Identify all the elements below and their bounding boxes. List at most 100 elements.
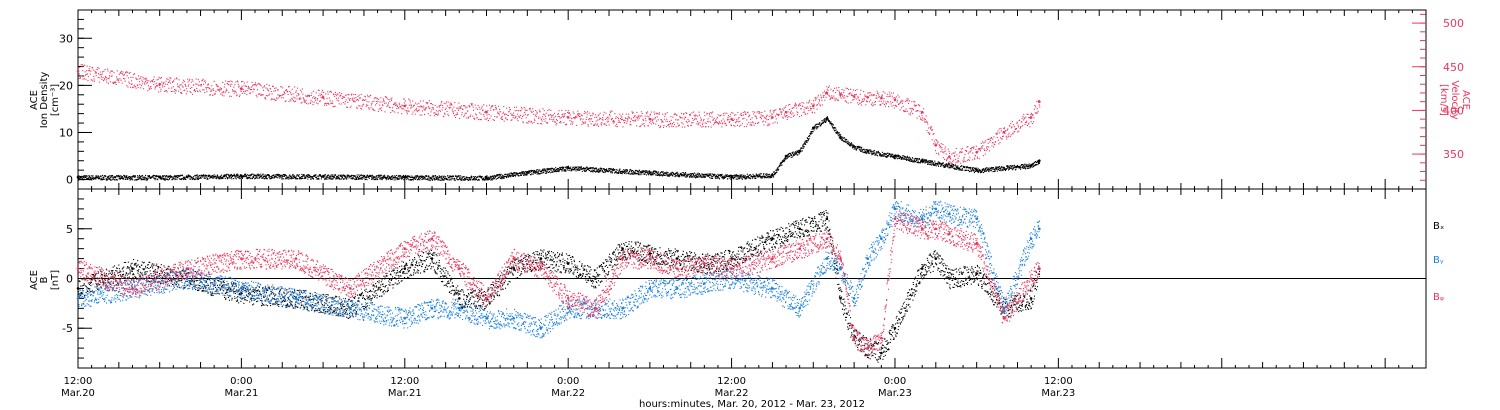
velocity-sample xyxy=(415,109,417,111)
velocity-sample xyxy=(484,111,486,113)
density-sample xyxy=(382,175,384,177)
density-sample xyxy=(754,175,756,177)
density-sample xyxy=(997,168,999,170)
density-sample xyxy=(487,179,489,181)
density-sample xyxy=(316,176,318,178)
density-sample xyxy=(870,149,872,151)
density-sample xyxy=(102,178,104,180)
velocity-sample xyxy=(515,115,517,117)
velocity-sample xyxy=(450,103,452,105)
density-sample xyxy=(438,178,440,180)
density-sample xyxy=(551,171,553,173)
velocity-sample xyxy=(153,76,155,78)
velocity-sample xyxy=(459,117,461,119)
density-sample xyxy=(145,174,147,176)
velocity-sample xyxy=(96,69,98,71)
density-sample xyxy=(406,176,408,178)
density-sample xyxy=(873,152,875,154)
velocity-sample xyxy=(135,87,137,89)
velocity-sample xyxy=(229,84,231,86)
density-sample xyxy=(155,176,157,178)
density-sample xyxy=(699,176,701,178)
density-sample xyxy=(760,175,762,177)
density-sample xyxy=(642,170,644,172)
density-sample xyxy=(955,168,957,170)
velocity-sample xyxy=(293,101,295,103)
density-sample xyxy=(395,179,397,181)
density-sample xyxy=(896,154,898,156)
velocity-sample xyxy=(611,117,613,119)
velocity-sample xyxy=(218,89,220,91)
density-sample xyxy=(468,179,470,181)
density-sample xyxy=(835,132,837,134)
density-sample xyxy=(719,174,721,176)
density-sample xyxy=(563,167,565,169)
density-sample xyxy=(235,174,237,176)
density-sample xyxy=(285,174,287,176)
density-sample xyxy=(676,172,678,174)
density-sample xyxy=(255,176,257,178)
density-sample xyxy=(648,170,650,172)
density-sample xyxy=(791,154,793,156)
velocity-sample xyxy=(511,114,513,116)
velocity-sample xyxy=(177,86,179,88)
density-sample xyxy=(1017,165,1019,167)
density-sample xyxy=(243,175,245,177)
velocity-sample xyxy=(542,116,544,118)
density-sample xyxy=(823,119,825,121)
velocity-sample xyxy=(153,84,155,86)
velocity-sample xyxy=(339,92,341,94)
velocity-sample xyxy=(637,116,639,118)
density-sample xyxy=(1034,161,1036,163)
velocity-sample xyxy=(585,112,587,114)
density-sample xyxy=(198,175,200,177)
velocity-sample xyxy=(577,113,579,115)
velocity-sample xyxy=(534,120,536,122)
density-sample xyxy=(589,167,591,169)
velocity-sample xyxy=(80,75,82,77)
density-sample xyxy=(963,167,965,169)
density-sample xyxy=(1022,166,1024,168)
density-sample xyxy=(619,170,621,172)
velocity-sample xyxy=(95,75,97,77)
density-sample xyxy=(863,148,865,150)
density-sample xyxy=(588,169,590,171)
density-sample xyxy=(979,169,981,171)
density-sample xyxy=(667,175,669,177)
density-sample xyxy=(116,179,118,181)
density-sample xyxy=(411,179,413,181)
velocity-sample xyxy=(421,110,423,112)
velocity-sample xyxy=(160,90,162,92)
density-sample xyxy=(478,176,480,178)
velocity-sample xyxy=(610,118,612,120)
density-sample xyxy=(659,175,661,177)
density-sample xyxy=(840,138,842,140)
velocity-sample xyxy=(593,124,595,126)
density-sample xyxy=(803,143,805,145)
density-sample xyxy=(1003,168,1005,170)
density-sample xyxy=(844,140,846,142)
velocity-sample xyxy=(415,107,417,109)
density-sample xyxy=(394,177,396,179)
density-sample xyxy=(790,153,792,155)
density-sample xyxy=(830,121,832,123)
velocity-sample xyxy=(267,89,269,91)
density-sample xyxy=(300,178,302,180)
velocity-sample xyxy=(609,113,611,115)
density-sample xyxy=(493,178,495,180)
velocity-sample xyxy=(154,88,156,90)
density-sample xyxy=(820,125,822,127)
density-sample xyxy=(695,176,697,178)
density-sample xyxy=(881,151,883,153)
density-sample xyxy=(510,174,512,176)
density-sample xyxy=(881,155,883,157)
density-sample xyxy=(1008,168,1010,170)
density-sample xyxy=(859,146,861,148)
velocity-sample xyxy=(492,119,494,121)
density-sample xyxy=(947,164,949,166)
density-sample xyxy=(234,175,236,177)
density-sample xyxy=(683,173,685,175)
density-sample xyxy=(390,177,392,179)
velocity-sample xyxy=(555,124,557,126)
density-sample xyxy=(824,118,826,120)
